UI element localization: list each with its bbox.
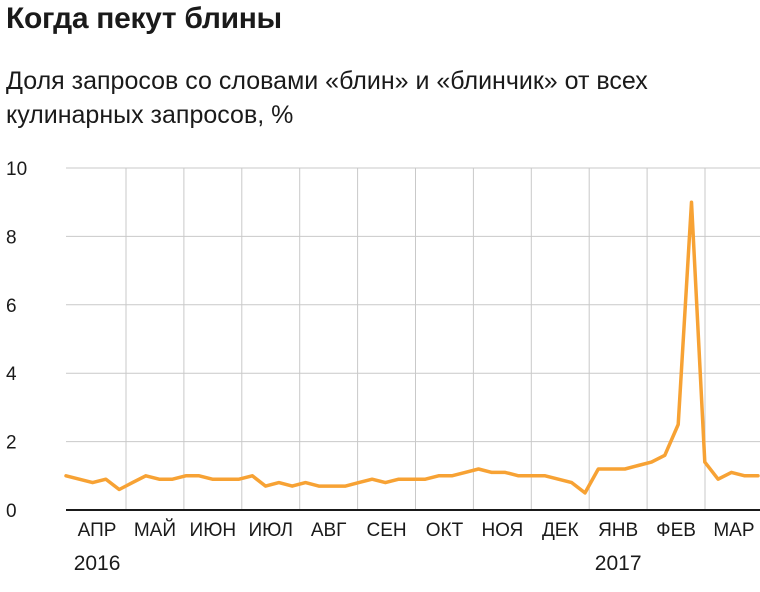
x-tick-label: АВГ — [311, 520, 347, 541]
year-label: 2016 — [74, 552, 121, 575]
x-tick-label: ЯНВ — [598, 520, 638, 541]
x-tick-label: ДЕК — [542, 520, 579, 541]
year-label: 2017 — [595, 552, 642, 575]
x-tick-label: НОЯ — [481, 520, 523, 541]
y-tick-label: 2 — [6, 433, 17, 454]
x-tick-label: СЕН — [366, 520, 406, 541]
y-tick-label: 4 — [6, 364, 17, 385]
x-tick-label: АПР — [78, 520, 117, 541]
x-tick-label: МАЙ — [134, 519, 176, 541]
x-tick-label: ИЮЛ — [249, 520, 293, 541]
x-tick-label: ОКТ — [426, 520, 464, 541]
y-tick-label: 0 — [6, 501, 17, 522]
y-tick-label: 8 — [6, 227, 17, 248]
x-tick-label: МАР — [713, 520, 754, 541]
series-line — [64, 200, 760, 495]
x-tick-label: ИЮН — [190, 520, 237, 541]
x-tick-label: ФЕВ — [656, 520, 696, 541]
chart-subtitle: Доля запросов со словами «блин» и «блинч… — [6, 67, 648, 129]
y-tick-label: 6 — [6, 296, 17, 317]
y-tick-label: 10 — [6, 159, 27, 180]
chart-title: Когда пекут блины — [6, 2, 282, 35]
